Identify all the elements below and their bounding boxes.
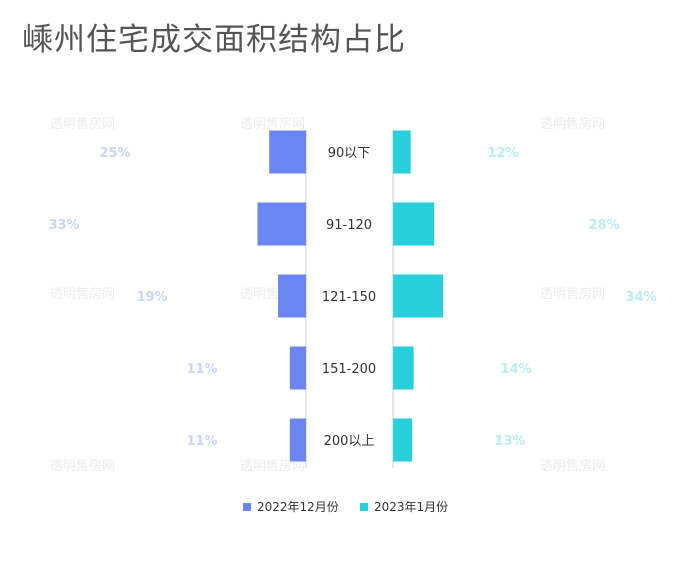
watermark-text: 透明售房网 <box>240 116 305 132</box>
watermark-text: 透明售房网 <box>50 116 115 132</box>
category-label: 200以上 <box>324 434 375 449</box>
data-label-2022-12: 25% <box>99 146 130 161</box>
watermark-text: 透明售房网 <box>240 458 305 474</box>
bar-2023-01 <box>393 202 435 246</box>
bars-layer <box>257 130 443 462</box>
labels-layer: 90以下 25% 12% 91-120 33% 28% 121-150 19% 34% 151-2… <box>48 146 656 449</box>
bar-2022-12 <box>257 202 306 246</box>
legend-label: 2022年12月份 <box>257 500 339 514</box>
watermark-text: 透明售房网 <box>50 286 115 302</box>
data-label-2023-01: 28% <box>588 218 619 233</box>
bar-2022-12 <box>269 130 306 174</box>
data-label-2023-01: 13% <box>494 434 525 449</box>
legend-swatch <box>360 503 368 511</box>
chart-title: 嵊州住宅成交面积结构占比 <box>22 22 406 58</box>
category-label: 121-150 <box>322 290 376 305</box>
bar-2022-12 <box>289 418 306 462</box>
bar-2023-01 <box>393 346 414 390</box>
bar-2022-12 <box>278 274 306 318</box>
data-label-2022-12: 33% <box>48 218 79 233</box>
data-label-2022-12: 19% <box>136 290 167 305</box>
bar-2023-01 <box>393 130 411 174</box>
data-label-2023-01: 14% <box>500 362 531 377</box>
legend: 2022年12月份 2023年1月份 <box>243 500 448 514</box>
category-label: 151-200 <box>322 362 376 377</box>
bar-2022-12 <box>289 346 306 390</box>
data-label-2023-01: 12% <box>487 146 518 161</box>
data-label-2023-01: 34% <box>625 290 656 305</box>
watermark-text: 透明售房网 <box>540 116 605 132</box>
bar-2023-01 <box>393 274 443 318</box>
legend-label: 2023年1月份 <box>374 500 448 514</box>
watermark-text: 透明售房网 <box>50 458 115 474</box>
legend-swatch <box>243 503 251 511</box>
category-label: 91-120 <box>326 218 372 233</box>
watermark-text: 透明售房网 <box>540 458 605 474</box>
data-label-2022-12: 11% <box>186 434 217 449</box>
watermark-text: 透明售房网 <box>540 286 605 302</box>
data-label-2022-12: 11% <box>186 362 217 377</box>
category-label: 90以下 <box>328 146 371 161</box>
bar-2023-01 <box>393 418 413 462</box>
